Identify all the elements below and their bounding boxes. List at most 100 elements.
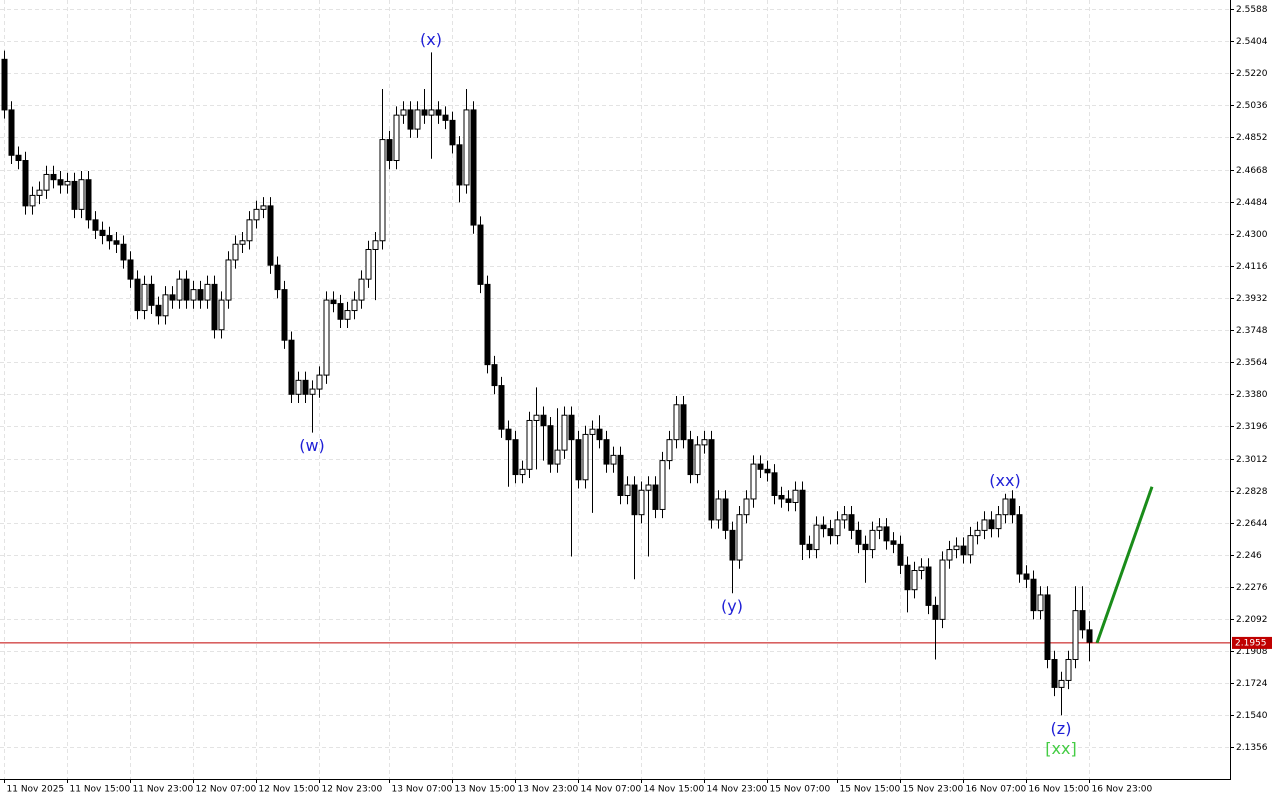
candle-body bbox=[29, 194, 36, 207]
candle-body bbox=[134, 278, 141, 312]
wave-label: (y) bbox=[721, 597, 743, 616]
candle-body bbox=[512, 439, 519, 476]
candle-body bbox=[708, 439, 715, 521]
x-tick-label: 15 Nov 07:00 bbox=[770, 785, 831, 795]
candle-body bbox=[22, 160, 29, 207]
candle-body bbox=[8, 109, 15, 156]
candle-body bbox=[141, 283, 148, 312]
candle-body bbox=[211, 283, 218, 331]
candle-body bbox=[78, 179, 85, 210]
y-tick-label: 2.246 bbox=[1236, 551, 1262, 561]
y-tick-label: 2.2092 bbox=[1236, 615, 1268, 625]
x-tick-label: 16 Nov 07:00 bbox=[966, 785, 1027, 795]
candle-body bbox=[771, 472, 778, 496]
candle-body bbox=[1079, 610, 1086, 631]
candle-body bbox=[386, 139, 393, 162]
candle-body bbox=[519, 468, 526, 476]
candle-body bbox=[757, 463, 764, 470]
y-tick-label: 2.5404 bbox=[1236, 37, 1268, 47]
x-tick-label: 13 Nov 07:00 bbox=[392, 785, 453, 795]
candle-body bbox=[456, 144, 463, 186]
y-tick-label: 2.4300 bbox=[1236, 230, 1268, 240]
candle-body bbox=[701, 439, 708, 446]
y-tick-label: 2.2276 bbox=[1236, 583, 1268, 593]
candle-body bbox=[246, 219, 253, 242]
candle-body bbox=[463, 109, 470, 186]
x-tick-label: 15 Nov 15:00 bbox=[840, 785, 901, 795]
candle-body bbox=[288, 339, 295, 395]
candle-body bbox=[92, 219, 99, 231]
x-tick-label: 14 Nov 15:00 bbox=[644, 785, 705, 795]
candle-body bbox=[1, 58, 8, 111]
candle-body bbox=[981, 519, 988, 531]
candle-body bbox=[624, 484, 631, 496]
candle-body bbox=[736, 514, 743, 561]
candle-body bbox=[1037, 594, 1044, 612]
candle-body bbox=[645, 484, 652, 491]
y-tick-label: 2.1540 bbox=[1236, 711, 1268, 721]
candle-body bbox=[393, 114, 400, 162]
x-tick-label: 15 Nov 23:00 bbox=[903, 785, 964, 795]
candle-body bbox=[365, 248, 372, 280]
candle-body bbox=[316, 374, 323, 390]
candle-body bbox=[127, 259, 134, 280]
candle-body bbox=[1016, 514, 1023, 575]
candle-body bbox=[253, 208, 260, 221]
wave-label: (x) bbox=[420, 30, 442, 49]
y-tick-label: 2.1908 bbox=[1236, 647, 1268, 657]
candle-body bbox=[890, 540, 897, 545]
wave-label: (xx) bbox=[989, 471, 1020, 490]
candle-body bbox=[50, 173, 57, 181]
candle-body bbox=[876, 526, 883, 531]
candle-body bbox=[1002, 498, 1009, 516]
y-tick-label: 2.5036 bbox=[1236, 101, 1268, 111]
candle-body bbox=[36, 189, 43, 196]
x-tick-label: 11 Nov 2025 bbox=[7, 785, 65, 795]
candle-body bbox=[827, 528, 834, 537]
candle-body bbox=[939, 559, 946, 620]
candle-body bbox=[995, 514, 1002, 530]
candle-body bbox=[764, 468, 771, 474]
candle-body bbox=[806, 543, 813, 551]
candle-body bbox=[57, 179, 64, 186]
candle-body bbox=[694, 444, 701, 476]
candle-body bbox=[673, 404, 680, 441]
candle-body bbox=[428, 109, 435, 116]
candle-body bbox=[1086, 629, 1093, 643]
candle-body bbox=[1044, 594, 1051, 660]
candle-body bbox=[1023, 573, 1030, 580]
x-tick-label: 12 Nov 15:00 bbox=[259, 785, 320, 795]
y-tick-label: 2.4484 bbox=[1236, 198, 1268, 208]
candle-body bbox=[946, 549, 953, 561]
projection-line bbox=[1095, 486, 1154, 644]
candle-body bbox=[505, 428, 512, 441]
candle-body bbox=[435, 109, 442, 116]
candle-body bbox=[85, 179, 92, 221]
candle-body bbox=[358, 278, 365, 301]
candle-body bbox=[239, 240, 246, 245]
candle-body bbox=[491, 364, 498, 387]
candle-body bbox=[309, 388, 316, 395]
candle-body bbox=[344, 310, 351, 320]
candle-body bbox=[974, 529, 981, 537]
candle-body bbox=[281, 289, 288, 341]
candle-body bbox=[897, 543, 904, 566]
candle-body bbox=[925, 566, 932, 606]
candle-body bbox=[449, 119, 456, 146]
candle-body bbox=[561, 414, 568, 451]
candle-body bbox=[99, 229, 106, 237]
candle-body bbox=[792, 489, 799, 503]
candle-body bbox=[1058, 679, 1065, 688]
candle-body bbox=[379, 139, 386, 242]
candle-body bbox=[148, 283, 155, 306]
candle-body bbox=[862, 543, 869, 551]
x-tick-label: 14 Nov 07:00 bbox=[581, 785, 642, 795]
candle-body bbox=[918, 566, 925, 572]
candle-body bbox=[589, 428, 596, 435]
candle-body bbox=[904, 564, 911, 591]
y-tick-label: 2.4116 bbox=[1236, 262, 1268, 272]
candle-body bbox=[533, 414, 540, 421]
